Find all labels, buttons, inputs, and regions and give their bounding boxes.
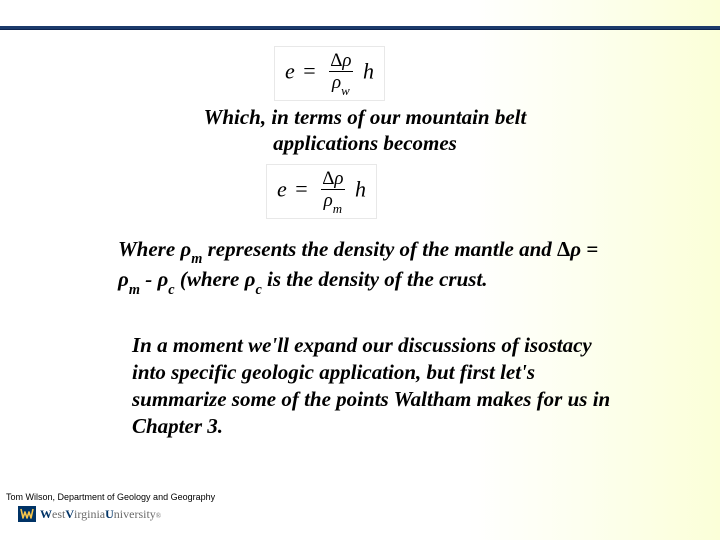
eq1-den-sub: w xyxy=(341,83,350,98)
p1-mid2: (where xyxy=(175,267,245,291)
eq1-trailing: h xyxy=(363,58,374,83)
header-rule xyxy=(0,26,720,30)
p1-sub-c1: c xyxy=(168,282,174,298)
p1-rho4: ρ xyxy=(157,267,168,291)
eq1-den-rho: ρ xyxy=(332,72,341,93)
p1-post: is the density of the crust. xyxy=(262,267,488,291)
wvu-logo: WWestestVirginiaUniversity® xyxy=(18,506,161,522)
p1-delta: Δ xyxy=(557,237,570,261)
equation-2: e = Δρ ρm h xyxy=(266,164,377,219)
eq2-den-sub: m xyxy=(333,201,342,216)
eq1-num-rho: ρ xyxy=(342,50,351,71)
p1-rho3: ρ xyxy=(118,267,129,291)
p1-minus: - xyxy=(140,267,158,291)
eq2-trailing: h xyxy=(355,176,366,201)
p1-rho2: ρ xyxy=(570,237,581,261)
eq2-num-delta: Δ xyxy=(322,168,334,189)
intro-text: Which, in terms of our mountain belt app… xyxy=(150,104,580,157)
footer-author: Tom Wilson, Department of Geology and Ge… xyxy=(6,492,215,502)
eq2-lhs: e xyxy=(277,176,287,201)
eq2-fraction: Δρ ρm xyxy=(319,169,346,214)
p1-rho5: ρ xyxy=(245,267,256,291)
p1-sub-m1: m xyxy=(191,251,202,267)
p1-mid1: represents the density of the mantle and xyxy=(202,237,557,261)
p1-rho1: ρ xyxy=(180,237,191,261)
eq1-op: = xyxy=(300,58,318,83)
paragraph-2: In a moment we'll expand our discussions… xyxy=(132,332,622,440)
eq1-lhs: e xyxy=(285,58,295,83)
eq1-num-delta: Δ xyxy=(330,50,342,71)
p1-sub-m2: m xyxy=(129,282,140,298)
eq1-fraction: Δρ ρw xyxy=(327,51,354,96)
wvu-badge-icon xyxy=(18,506,36,522)
eq2-op: = xyxy=(292,176,310,201)
p1-sub-c2: c xyxy=(255,282,261,298)
p1-pre: Where xyxy=(118,237,180,261)
equation-1: e = Δρ ρw h xyxy=(274,46,385,101)
paragraph-1: Where ρm represents the density of the m… xyxy=(118,236,618,297)
p1-eq: = xyxy=(581,237,598,261)
wvu-logo-text: WWestestVirginiaUniversity® xyxy=(40,507,161,522)
eq2-den-rho: ρ xyxy=(324,190,333,211)
eq2-num-rho: ρ xyxy=(334,168,343,189)
